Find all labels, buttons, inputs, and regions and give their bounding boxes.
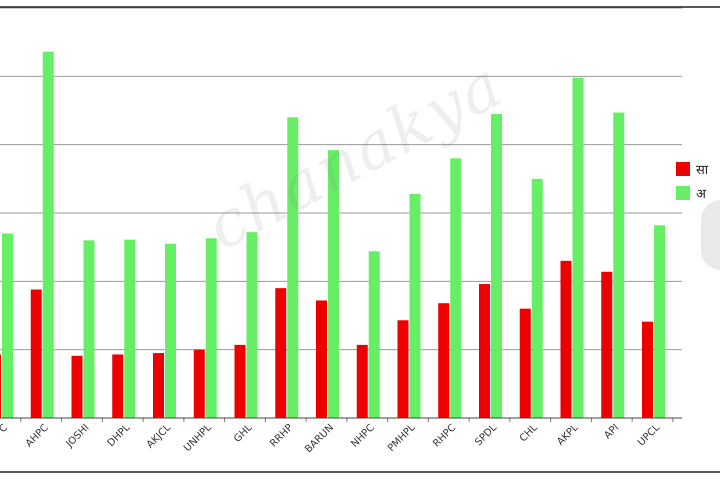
bar-series-1-rhpc <box>438 303 450 418</box>
x-tick-label: CHL <box>518 422 540 444</box>
bar-series-1-unhpl <box>193 349 205 418</box>
x-tick-label: PMHPL <box>386 422 418 454</box>
x-tick-label: AKJCL <box>145 422 174 451</box>
bar-series-1-spdl <box>479 284 490 418</box>
bar-series-1-chl <box>519 308 531 418</box>
side-decoration <box>701 200 720 270</box>
bar-series-1-nhpc <box>356 344 368 418</box>
x-tick-labels: C AHPC JOSHI DHPL AKJCL UNHPL GHL RRHP BARUN NHPC… <box>0 418 674 455</box>
bar-series-1-rrhp <box>275 288 287 418</box>
bar-series-2-rrhp <box>287 117 299 418</box>
bar-series-1-upcl <box>642 321 653 418</box>
bar-series-1-ahpc <box>30 289 42 418</box>
bar-series-2-nhpc <box>368 251 380 418</box>
bar-series-1-api <box>601 271 613 418</box>
x-tick-label: UNHPL <box>182 422 214 454</box>
x-tick-label: RRHP <box>268 422 295 449</box>
legend: सा अ <box>676 157 708 205</box>
bar-series-2-ghl <box>246 232 258 418</box>
bar-series-2-akpl <box>572 77 584 418</box>
x-tick-label: C <box>0 422 10 435</box>
x-tick-label: NHPC <box>349 422 377 450</box>
bar-series-2-dhpl <box>124 239 136 418</box>
bar-series-1-akpl <box>560 260 572 418</box>
legend-item-series-2: अ <box>676 181 708 205</box>
x-tick-label: UPCL <box>636 422 662 448</box>
bar-series-1-pmhpl <box>397 320 409 418</box>
bar-series-1-joshi <box>71 355 83 418</box>
bar-series-2-unhpl <box>205 238 217 418</box>
legend-label-series-2: अ <box>696 187 706 202</box>
legend-label-series-1: सा <box>696 163 709 178</box>
x-tick-label: JOSHI <box>64 422 92 450</box>
bar-series-1-barun <box>316 300 327 418</box>
bar-series-2-rhpc <box>450 158 462 419</box>
x-tick-label: API <box>602 422 621 441</box>
legend-swatch-series-1 <box>676 162 690 176</box>
x-tick-label: BARUN <box>303 422 336 455</box>
bar-series-2-ahpc <box>42 51 54 418</box>
x-tick-label: AKPL <box>555 422 581 448</box>
bar-series-2-chl <box>531 178 543 418</box>
x-tick-label: AHPC <box>24 422 51 449</box>
bar-series-1-c <box>0 354 1 418</box>
bar-series-2-akjcl <box>165 243 176 418</box>
x-tick-label: DHPL <box>106 422 133 449</box>
bar-series-2-joshi <box>83 240 95 418</box>
bar-series-2-api <box>613 112 625 419</box>
bar-series-2-upcl <box>654 225 665 418</box>
bar-series-2-c <box>2 233 13 418</box>
legend-item-series-1: सा <box>676 157 708 181</box>
bar-series-2-pmhpl <box>409 193 421 418</box>
x-tick-label: SPDL <box>473 422 499 448</box>
x-tick-label: GHL <box>232 422 255 445</box>
x-tick-label: RHPC <box>431 422 458 449</box>
legend-swatch-series-2 <box>676 186 690 200</box>
bar-series-1-dhpl <box>112 354 124 418</box>
bars <box>0 51 665 419</box>
bar-series-1-ghl <box>234 344 246 418</box>
bar-series-2-spdl <box>491 113 502 419</box>
bar-series-2-barun <box>328 150 339 418</box>
bar-series-1-akjcl <box>153 353 164 418</box>
